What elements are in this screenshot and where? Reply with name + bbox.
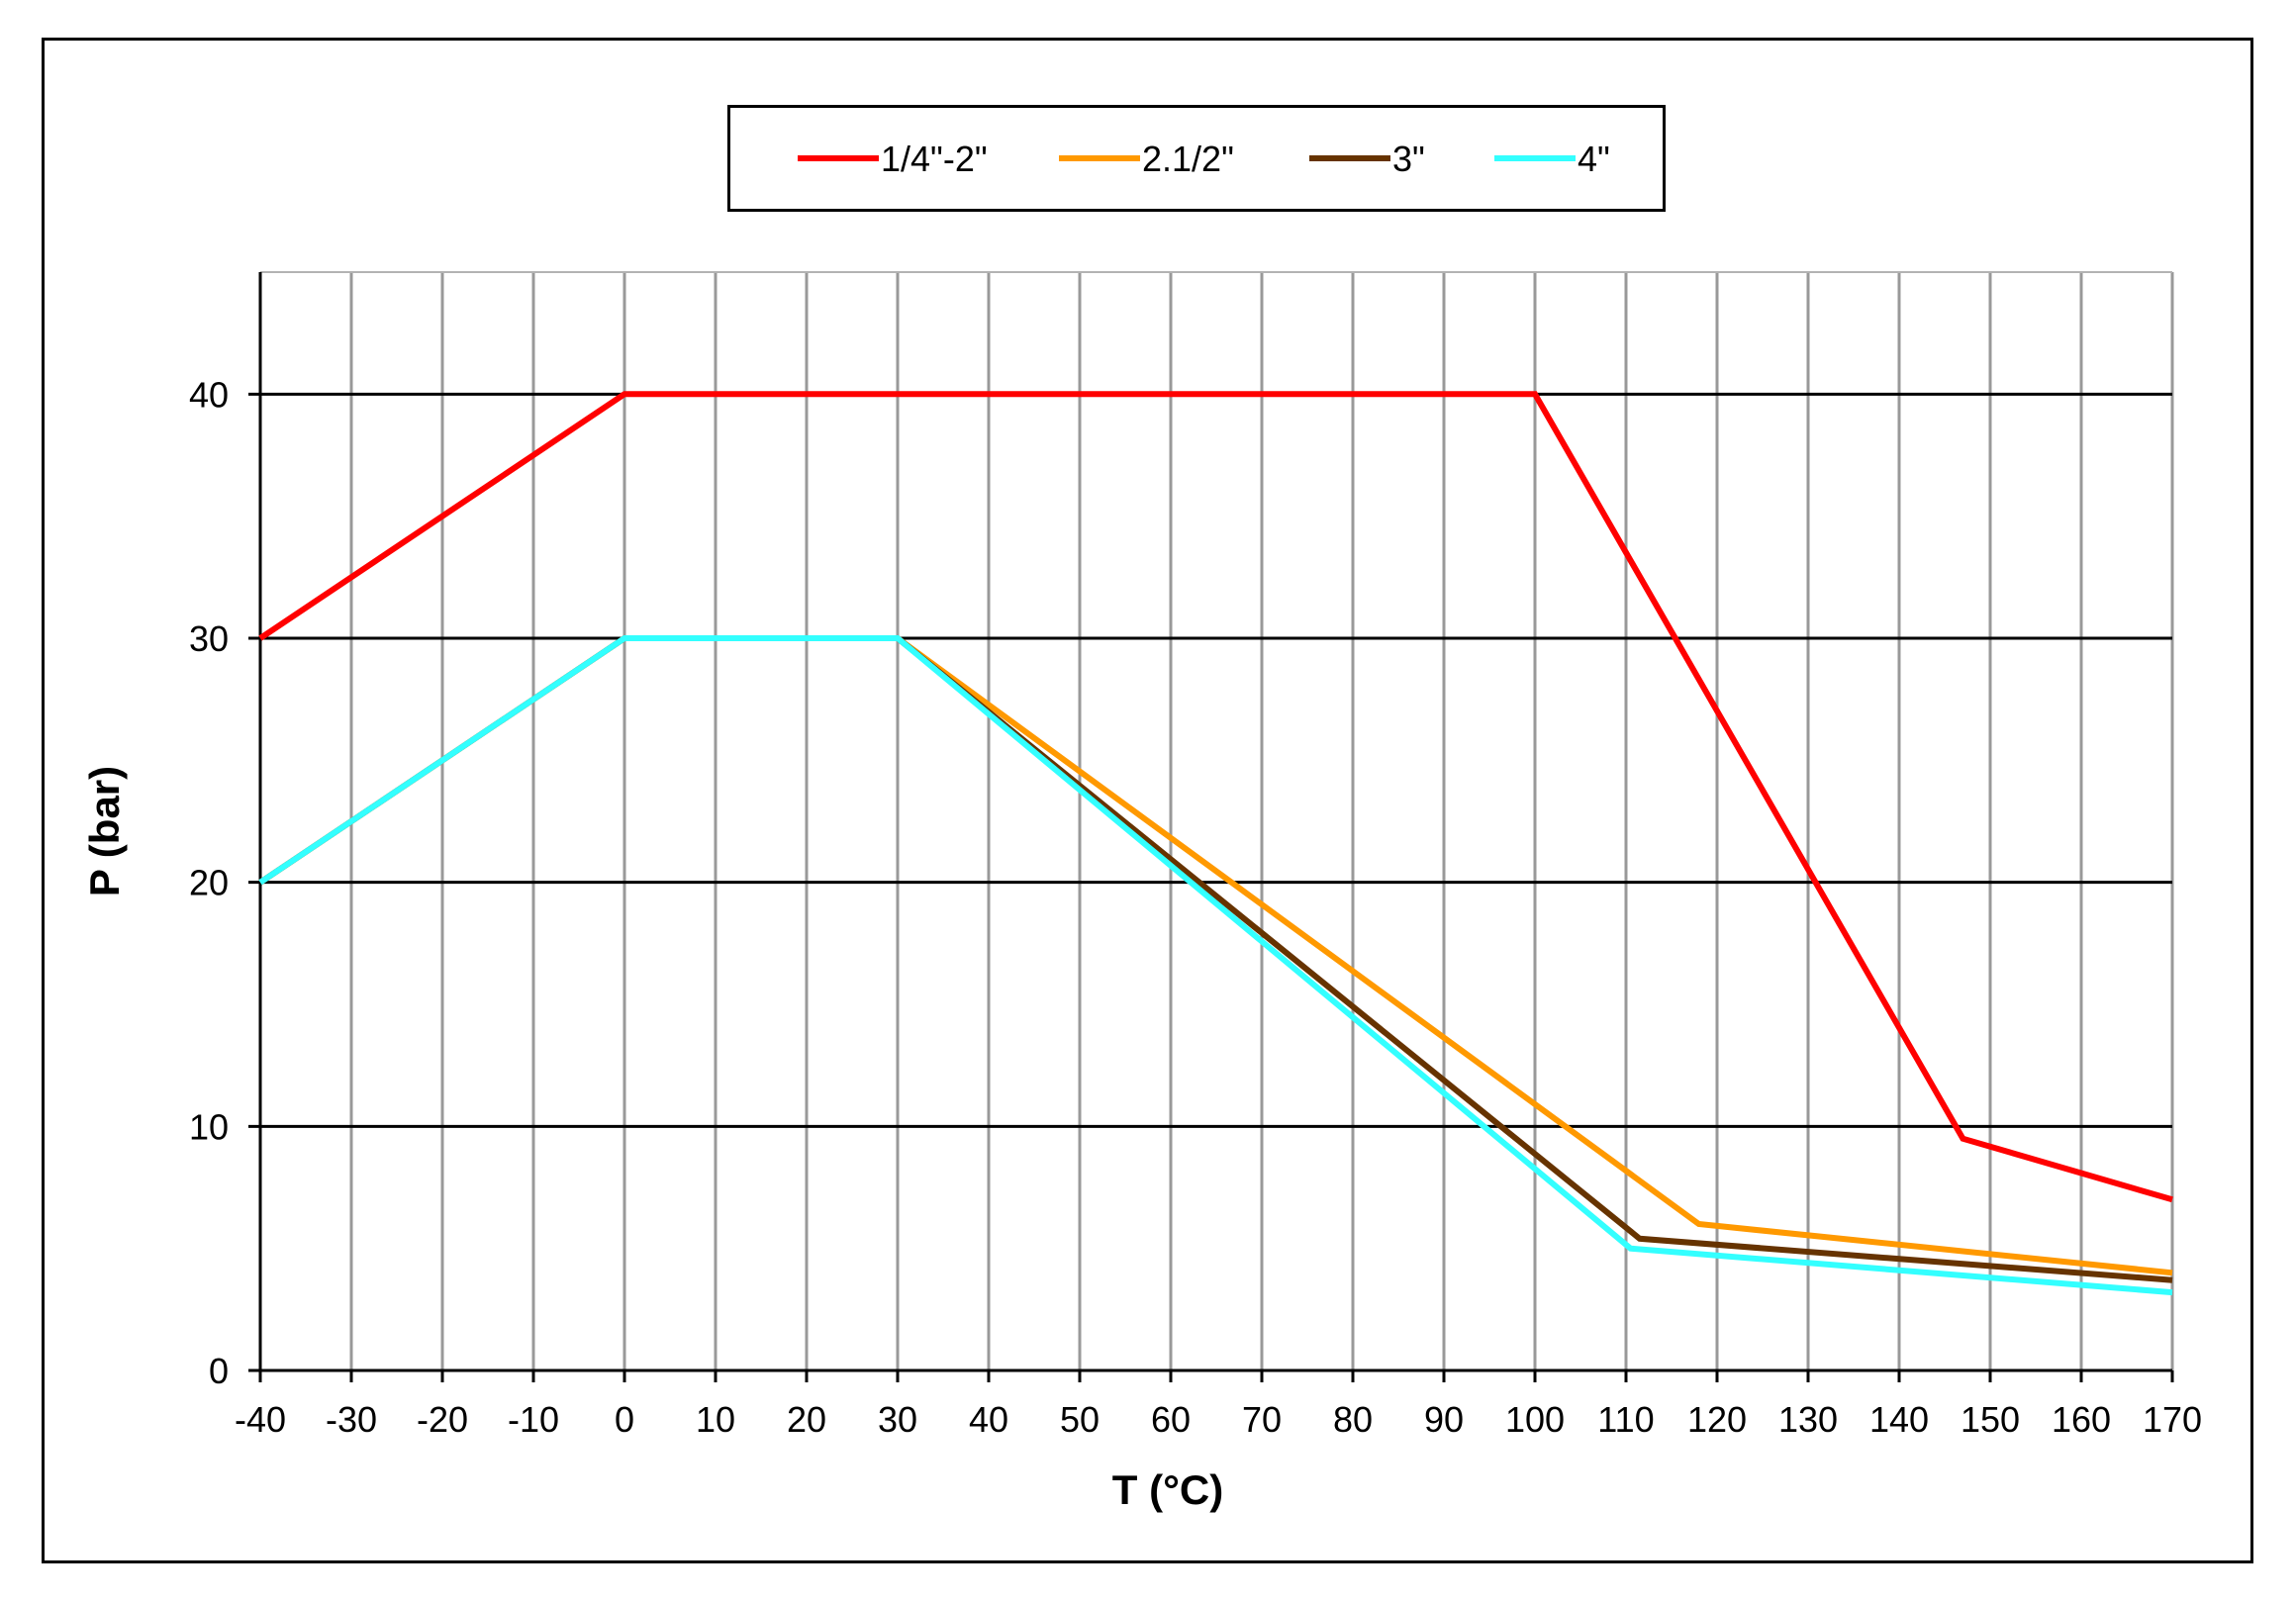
x-tick-label: 140 <box>1869 1399 1929 1440</box>
y-tick-label: 0 <box>209 1351 229 1391</box>
x-tick-label: -20 <box>417 1399 468 1440</box>
y-tick-labels: 0 10 20 30 40 <box>189 374 229 1391</box>
series-line-3 <box>258 635 2173 1296</box>
x-tick-label: 60 <box>1151 1399 1191 1440</box>
y-tick-label: 20 <box>189 863 229 903</box>
x-tick-label: 170 <box>2143 1399 2202 1440</box>
x-tick-label: -40 <box>235 1399 286 1440</box>
x-tick-label: 150 <box>1961 1399 2020 1440</box>
x-tick-labels: -40 -30 -20 -10 0 10 20 30 40 50 60 70 80 90 100 110 120… <box>235 1399 2202 1440</box>
y-axis-title: P (bar) <box>81 766 128 896</box>
chart-frame <box>42 38 2253 1563</box>
legend: 1/4"-2" 2.1/2" 3" 4" <box>727 105 1666 212</box>
series-lines <box>258 391 2173 1296</box>
series-line-1 <box>258 635 2173 1276</box>
legend-entries: 1/4"-2" 2.1/2" 3" 4" <box>798 139 1610 179</box>
x-tick-label: 100 <box>1505 1399 1565 1440</box>
x-tick-label: -30 <box>326 1399 377 1440</box>
axes <box>248 272 2174 1382</box>
x-tick-label: 160 <box>2052 1399 2111 1440</box>
y-tick-label: 10 <box>189 1106 229 1147</box>
legend-label: 3" <box>1392 139 1425 179</box>
x-tick-label: 40 <box>969 1399 1008 1440</box>
series-line-0 <box>258 391 2173 1203</box>
x-tick-label: 130 <box>1778 1399 1838 1440</box>
x-tick-label: 70 <box>1242 1399 1282 1440</box>
x-axis-title: T (°C) <box>1112 1466 1223 1513</box>
x-tick-label: 50 <box>1060 1399 1100 1440</box>
vertical-gridlines <box>349 272 2174 1370</box>
x-tick-label: 10 <box>696 1399 735 1440</box>
y-tick-label: 30 <box>189 618 229 659</box>
x-tick-label: 20 <box>787 1399 826 1440</box>
x-tick-label: 120 <box>1687 1399 1747 1440</box>
x-tick-label: 80 <box>1333 1399 1373 1440</box>
series-line-2 <box>258 635 2173 1283</box>
legend-label: 2.1/2" <box>1142 139 1234 179</box>
legend-label: 1/4"-2" <box>881 139 988 179</box>
legend-label: 4" <box>1578 139 1610 179</box>
x-tick-label: 0 <box>615 1399 634 1440</box>
horizontal-gridlines <box>248 271 2172 1128</box>
y-tick-label: 40 <box>189 374 229 415</box>
x-tick-label: 110 <box>1597 1399 1654 1440</box>
x-tick-label: -10 <box>508 1399 559 1440</box>
x-tick-label: 30 <box>878 1399 917 1440</box>
x-tick-label: 90 <box>1424 1399 1464 1440</box>
